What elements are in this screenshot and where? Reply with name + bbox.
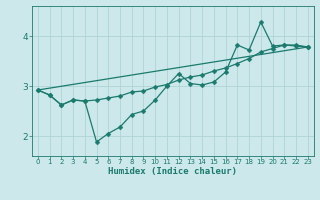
- X-axis label: Humidex (Indice chaleur): Humidex (Indice chaleur): [108, 167, 237, 176]
